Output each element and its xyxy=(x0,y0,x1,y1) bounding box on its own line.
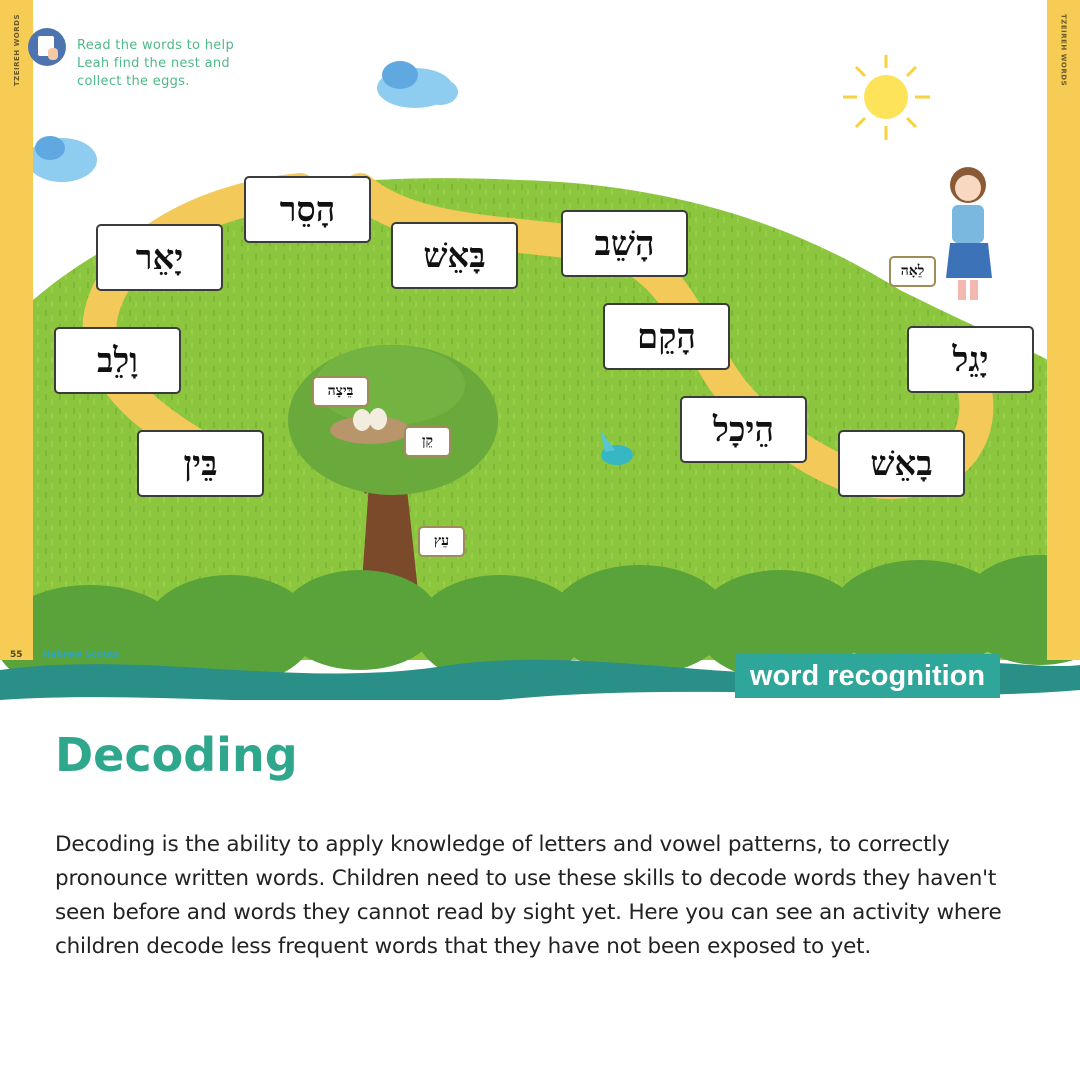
word-card: יָגֵל xyxy=(907,326,1034,393)
sidebar-right: TZEIREH WORDS xyxy=(1047,0,1080,660)
word-card: בֵּין xyxy=(137,430,264,497)
word-card: וָלֵב xyxy=(54,327,181,394)
word-card: יָאֵר xyxy=(96,224,223,291)
brand-logo: Hebrew Scouts xyxy=(43,650,120,660)
leah-character-icon xyxy=(946,167,992,300)
cloud-icon xyxy=(27,136,97,182)
egg-label: בֵּיצָה xyxy=(312,376,369,407)
word-card: הָקֵם xyxy=(603,303,730,370)
word-card: הֵיכָל xyxy=(680,396,807,463)
reading-hand-icon xyxy=(28,28,66,66)
section-label: TZEIREH WORDS xyxy=(1059,14,1068,87)
word-card: בָּאֵשׁ xyxy=(391,222,518,289)
workbook-page-illustration: TZEIREH WORDS TZEIREH WORDS Read the wor… xyxy=(0,0,1080,700)
word-card: בָאֵשׁ xyxy=(838,430,965,497)
article-body: Decoding is the ability to apply knowled… xyxy=(55,832,1002,959)
bird-icon xyxy=(600,430,633,465)
leah-label: לֵאָה xyxy=(889,256,936,287)
hill xyxy=(33,178,1048,660)
tree-label: עֵץ xyxy=(418,526,465,557)
word-recognition-banner: word recognition xyxy=(735,654,1000,698)
sidebar-left: TZEIREH WORDS xyxy=(0,0,33,660)
nest-label: קֵן xyxy=(404,426,451,457)
page-number: 55 xyxy=(10,650,23,660)
section-label: TZEIREH WORDS xyxy=(12,14,21,87)
word-card: הָשֵׁב xyxy=(561,210,688,277)
word-card: הָסֵר xyxy=(244,176,371,243)
cloud-icon xyxy=(377,61,458,108)
instruction-text: Read the words to help Leah find the nes… xyxy=(77,38,235,89)
path-left xyxy=(82,173,317,477)
nest-icon xyxy=(330,408,410,444)
article-title: Decoding xyxy=(55,728,298,782)
sun-icon xyxy=(843,55,930,140)
